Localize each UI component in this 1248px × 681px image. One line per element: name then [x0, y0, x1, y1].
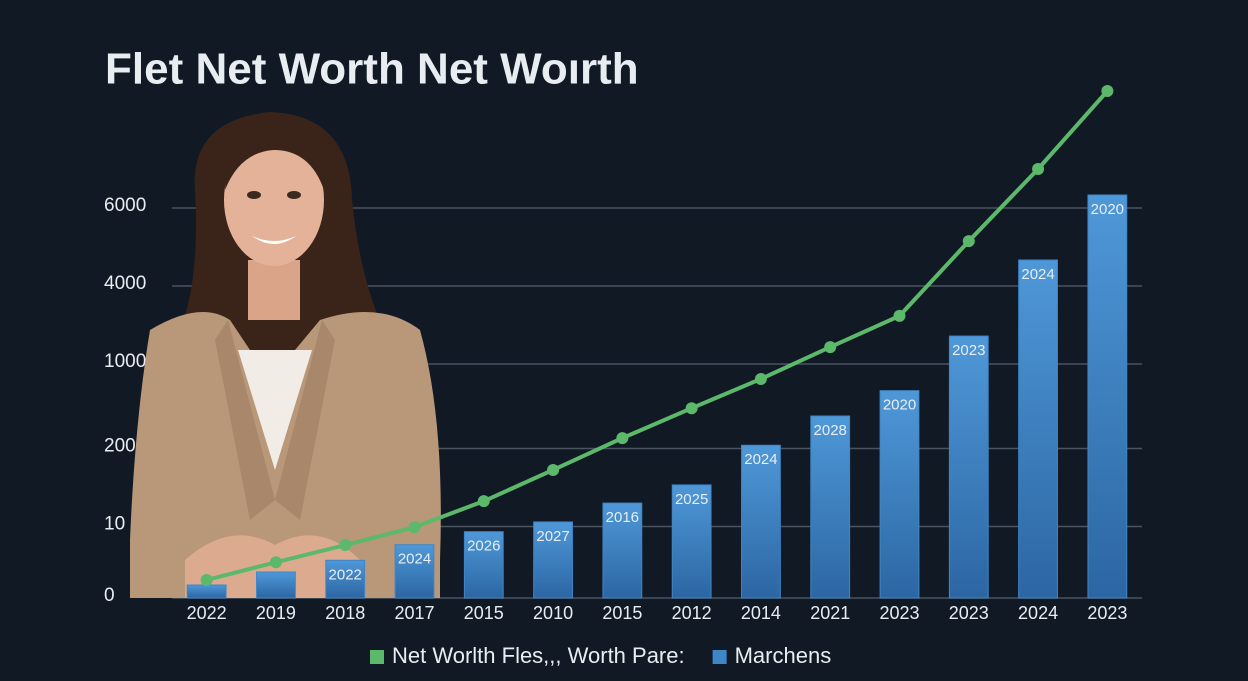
x-tick-label: 2010 — [533, 603, 573, 623]
bar-label: 2023 — [952, 342, 985, 359]
x-tick-label: 2021 — [810, 603, 850, 623]
legend-swatch — [370, 650, 384, 664]
x-tick-label: 2023 — [949, 603, 989, 623]
bar — [602, 502, 643, 599]
line-point — [616, 432, 629, 445]
bar-label: 2028 — [814, 422, 847, 439]
x-tick-label: 2014 — [741, 603, 781, 623]
x-tick-label: 2017 — [394, 603, 434, 623]
legend-label: Net Worlth Fles,,, Worth Pare: — [392, 643, 685, 668]
y-tick-label: 0 — [104, 585, 115, 606]
bar-label: 2027 — [536, 528, 569, 545]
line-point — [754, 372, 767, 385]
bar — [256, 571, 296, 599]
x-tick-label: 2023 — [879, 603, 919, 623]
line-point — [408, 521, 421, 534]
legend-label: Marchens — [735, 643, 832, 668]
bar — [1018, 259, 1058, 599]
y-tick-label: 6000 — [104, 195, 146, 216]
bar-label: 2025 — [675, 491, 708, 508]
bar — [741, 444, 781, 599]
mark-layer: 2022 2019 2018 2017 2015 2010 2015 2012 2014 2021… — [186, 85, 1128, 623]
x-tick-label: 2012 — [672, 603, 712, 623]
line-point — [269, 556, 282, 569]
line-point — [547, 463, 560, 476]
line-point — [477, 495, 490, 508]
x-tick-label: 2019 — [256, 603, 296, 623]
bar — [810, 415, 851, 599]
line — [206, 89, 1109, 582]
legend-swatch — [712, 650, 727, 664]
line-point — [893, 309, 906, 322]
chart-title: Flet Net Worth Net Woırth — [105, 45, 639, 94]
bar — [325, 559, 366, 599]
line-point — [685, 402, 698, 415]
line-point — [200, 573, 213, 586]
x-tick-label: 2023 — [1087, 603, 1127, 623]
bar-label: 2026 — [467, 538, 500, 555]
x-tick-label: 2015 — [602, 603, 642, 623]
bar — [463, 531, 504, 599]
legend: Net Worlth Fles,,, Worth Pare: Marchens — [370, 643, 831, 668]
x-tick-label: 2022 — [187, 603, 227, 623]
line-point — [1032, 163, 1045, 175]
x-tick-label: 2024 — [1018, 603, 1058, 623]
bar — [533, 521, 573, 599]
line-point — [339, 539, 352, 552]
bar — [879, 390, 920, 599]
line-point — [824, 341, 837, 354]
bar — [671, 484, 712, 599]
x-tick-label: 2018 — [325, 603, 365, 623]
bar-label: 2016 — [606, 509, 639, 526]
y-tick-label: 4000 — [104, 273, 146, 294]
bar-label: 2024 — [398, 551, 431, 568]
y-tick-label: 10 — [104, 514, 125, 535]
y-tick-label: 200 — [104, 436, 136, 457]
bar-label: 2024 — [1021, 266, 1054, 283]
bar — [186, 584, 227, 599]
bar-label: 2024 — [744, 451, 777, 468]
x-tick-label: 2015 — [464, 603, 504, 623]
bar — [1087, 194, 1128, 599]
bar-label: 2020 — [883, 397, 916, 414]
bar — [948, 335, 989, 599]
bar-label: 2020 — [1091, 201, 1124, 218]
bar-label: 2022 — [329, 566, 362, 583]
y-tick-label: 1000 — [104, 351, 146, 372]
line-point — [962, 235, 975, 248]
bar — [394, 544, 435, 599]
line-point — [1101, 85, 1114, 97]
